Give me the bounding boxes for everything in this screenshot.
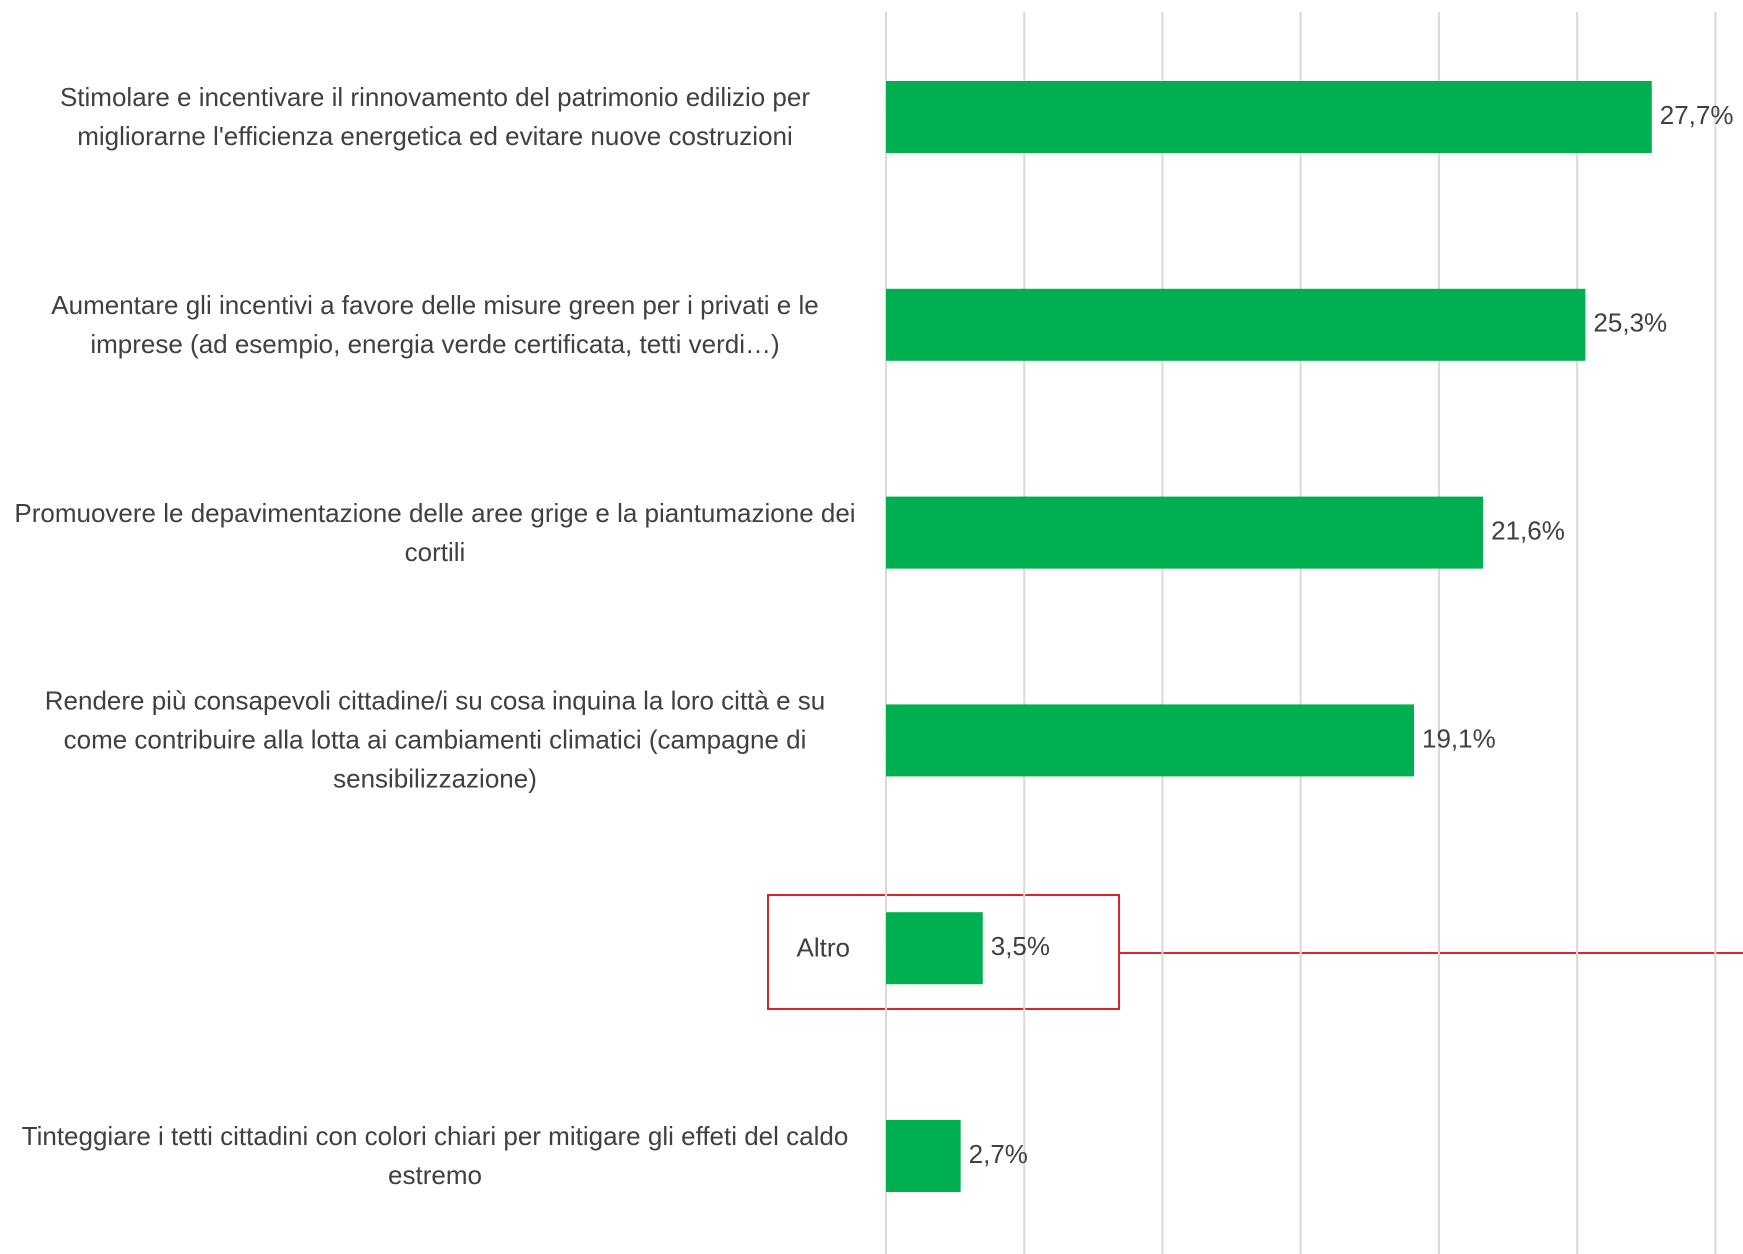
category-label: Stimolare e incentivare il rinnovamento … [59, 82, 811, 151]
category-label: Tinteggiare i tetti cittadini con colori… [21, 1121, 849, 1190]
category-label: Altro [796, 932, 850, 963]
value-label: 25,3% [1593, 308, 1667, 338]
bar [886, 704, 1415, 777]
bar [886, 81, 1652, 153]
value-label: 3,5% [991, 931, 1050, 961]
value-label: 2,7% [969, 1139, 1028, 1169]
category-label: Rendere più consapevoli cittadine/i su c… [44, 685, 826, 794]
bar [886, 288, 1586, 361]
value-label: 27,7% [1660, 100, 1734, 130]
bar [886, 496, 1484, 569]
value-label: 21,6% [1491, 515, 1565, 545]
category-label: Promuovere le depavimentazione delle are… [14, 497, 856, 567]
bar [886, 912, 983, 985]
category-label: Aumentare gli incentivi a favore delle m… [51, 289, 819, 359]
value-label: 19,1% [1422, 723, 1496, 753]
bar [886, 1120, 961, 1192]
